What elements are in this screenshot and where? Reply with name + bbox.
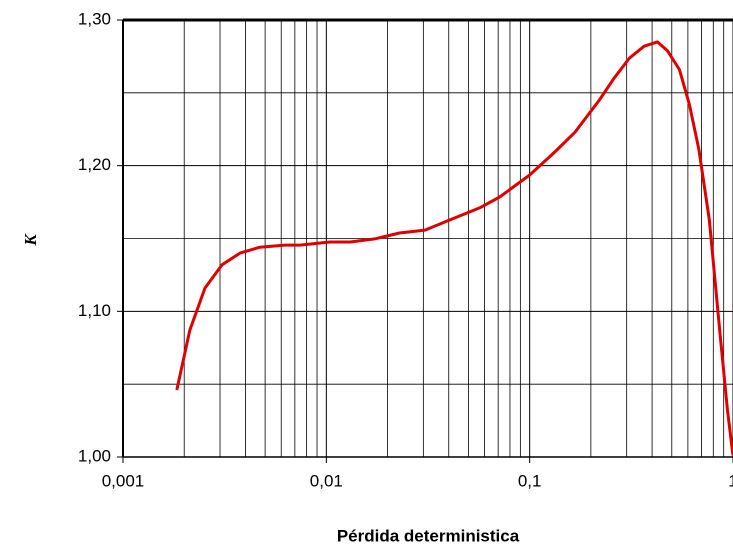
- y-tick-label: 1,20: [78, 155, 111, 174]
- x-tick-label: 0,01: [310, 471, 343, 490]
- y-axis-label: K: [21, 233, 40, 247]
- x-tick-label: 0,001: [102, 471, 145, 490]
- y-tick-label: 1,10: [78, 301, 111, 320]
- data-line: [175, 40, 733, 456]
- x-tick-label: 1: [728, 471, 733, 490]
- x-tick-label: 0,1: [518, 471, 542, 490]
- y-tick-label: 1,30: [78, 9, 111, 28]
- y-tick-label: 1,00: [78, 446, 111, 465]
- x-axis-label: Pérdida deterministica: [337, 526, 520, 545]
